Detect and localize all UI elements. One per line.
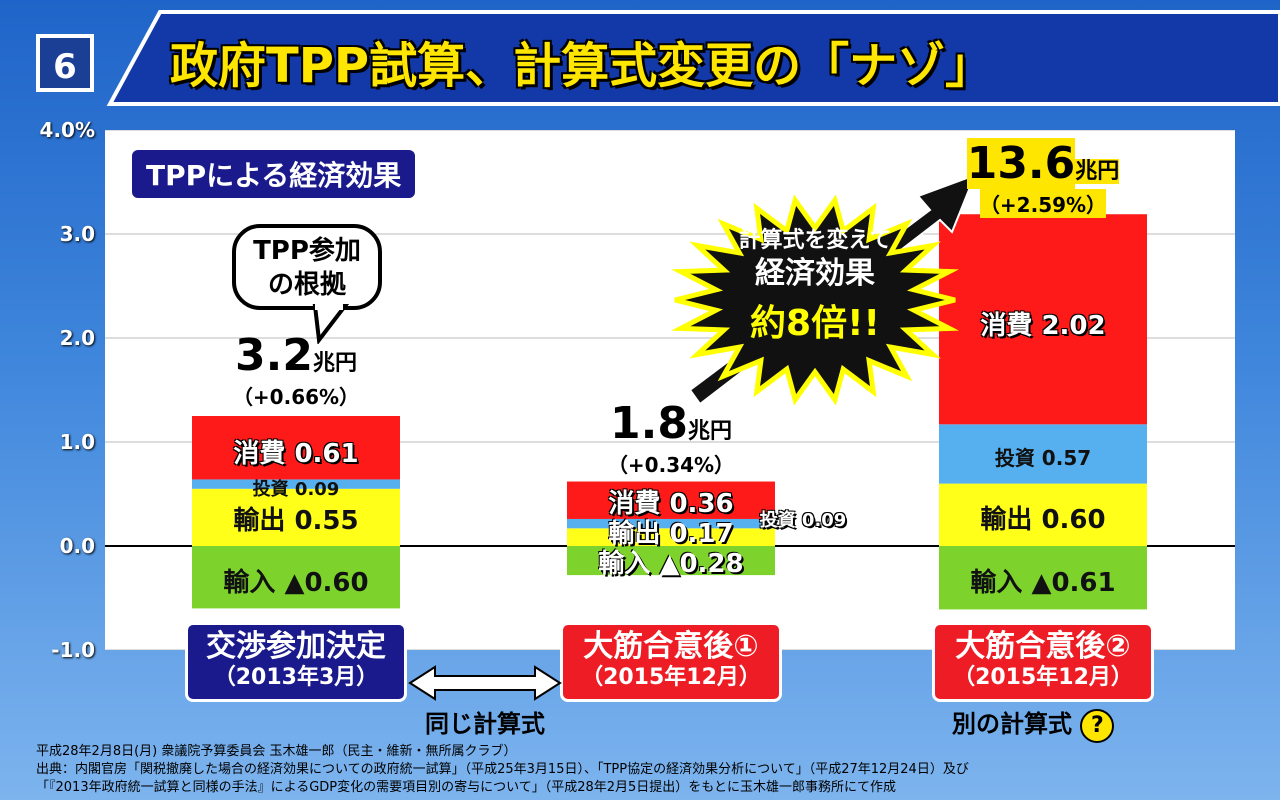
total-label: 13.6兆円 （+2.59%） [913,138,1173,218]
header-banner: 6 政府TPP試算、計算式変更の「ナゾ」 [0,0,1280,110]
bar-segment-export [192,488,400,546]
category-2-name: 大筋合意後① [583,629,759,664]
category-1-name: 交渉参加決定 [206,629,386,664]
page-title: 政府TPP試算、計算式変更の「ナゾ」 [170,38,994,94]
category-1-date: （2013年3月） [213,665,379,690]
y-tick-label: 2.0 [59,326,95,350]
total-unit: 兆円 [687,419,732,444]
starburst-line-3: 約8倍!! [750,303,880,344]
total-unit: 兆円 [312,351,357,376]
total-amount: 1.8 [610,398,688,449]
data-label-investment: 投資 0.09 [252,479,340,501]
bar-segment-import [567,546,775,576]
category-label-1: 交渉参加決定 （2013年3月） [185,622,407,702]
starburst-line-2: 経済効果 [755,256,875,291]
data-label-export: 輸出 0.60 [980,505,1106,536]
total-percent: （+0.66%） [232,385,360,409]
different-formula-text: 別の計算式 [952,710,1072,738]
data-label-consumption: 消費 2.02 [980,311,1106,342]
total-amount: 3.2 [235,330,313,381]
total-percent: （+2.59%） [979,189,1107,218]
bar-segment-consumption [567,481,775,519]
same-formula-label: 同じ計算式 [425,710,545,738]
total-percent: （+0.34%） [607,453,735,477]
data-label-investment: 投資 0.57 [994,446,1092,470]
data-label-export: 輸出 0.55 [233,506,359,537]
data-label-import: 輸入 ▲0.61 [970,568,1116,599]
bar-segment-consumption [192,416,400,480]
y-tick-label: 3.0 [59,222,95,246]
total-unit: 兆円 [1075,159,1120,184]
data-label-import: 輸入 ▲0.28 [598,549,744,580]
category-2-date: （2015年12月） [581,665,761,690]
bar-segment-investment [192,479,400,489]
bar-segment-export [939,483,1147,546]
bar-segment-import [192,546,400,609]
data-label-consumption: 消費 0.61 [233,439,359,470]
y-tick-label: 4.0% [39,118,95,142]
chart-heading: TPPによる経済効果 [130,148,418,200]
category-3-name: 大筋合意後② [955,629,1131,664]
bubble-tail [312,304,350,344]
chart-plot-area [105,130,1235,650]
total-amount: 13.6 [966,138,1076,189]
category-3-date: （2015年12月） [953,665,1133,690]
data-label-export: 輸出 0.17 [608,519,734,550]
total-label: 3.2兆円 （+0.66%） [166,330,426,410]
y-tick-label: 1.0 [59,430,95,454]
bubble-line-2: の根拠 [267,270,346,300]
data-label-import: 輸入 ▲0.60 [223,568,369,599]
bubble-line-1: TPP参加 [253,236,361,266]
starburst-text: 計算式を変えて 経済効果 約8倍!! [715,222,915,346]
source-line-2: 出典：内閣官房「関税撤廃した場合の経済効果についての政府統一試算」（平成25年3… [36,762,969,777]
source-line-3: 「『2013年政府統一試算と同様の手法』によるGDP変化の需要項目別の寄与につい… [36,780,897,795]
bar-segment-investment [939,424,1147,484]
y-tick-label: 0.0 [59,534,95,558]
bar-segment-export [567,528,775,546]
double-arrow-icon [408,665,562,701]
bar-segment-import [939,546,1147,610]
y-tick-label: -1.0 [51,638,95,662]
speech-bubble: TPP参加 の根拠 [232,224,382,310]
category-label-2: 大筋合意後① （2015年12月） [560,622,782,702]
starburst-line-1: 計算式を変えて [738,228,892,253]
data-label-consumption: 消費 0.36 [608,489,734,520]
starburst-callout [671,194,959,406]
total-label: 1.8兆円 （+0.34%） [541,398,801,478]
data-label-investment: 投資 0.09 [759,510,847,532]
bar-segment-investment [567,518,775,529]
source-line-1: 平成28年2月8日(月) 衆議院予算委員会 玉木雄一郎（民主・維新・無所属クラブ… [36,744,517,759]
slide-number: 6 [36,34,94,92]
different-formula-label: 別の計算式 ? [952,704,1115,743]
category-label-3: 大筋合意後② （2015年12月） [932,622,1154,702]
question-icon: ? [1080,709,1115,743]
header-background [106,10,1280,106]
chart-svg [105,130,1235,650]
